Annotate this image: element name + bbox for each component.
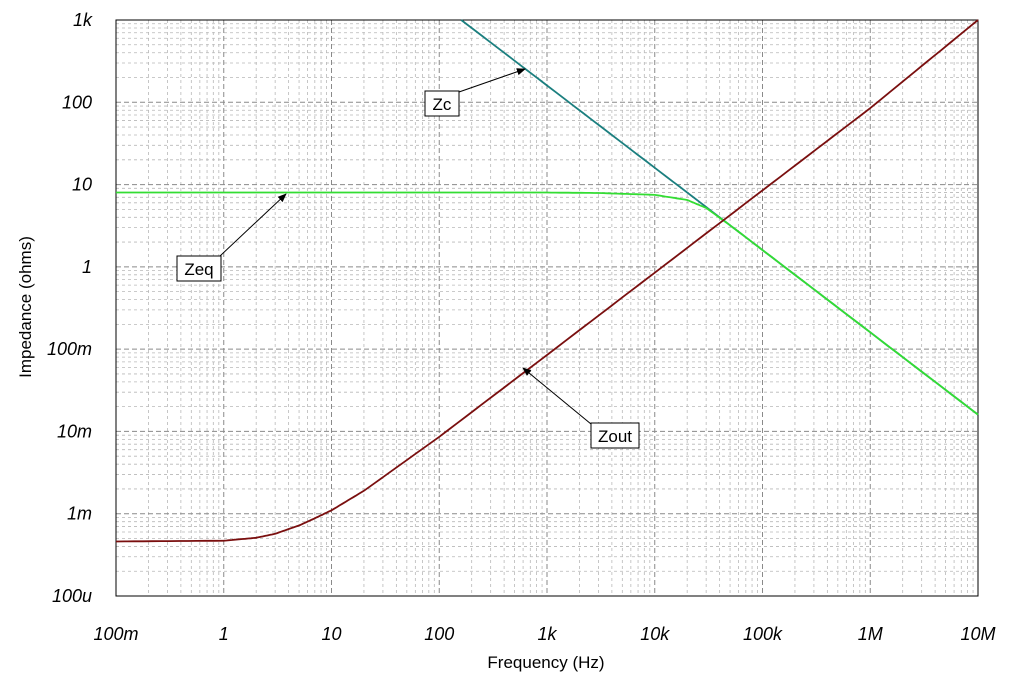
callout-zeq-arrow bbox=[219, 193, 287, 257]
x-tick-label: 10M bbox=[960, 624, 995, 644]
callout-zeq-label: Zeq bbox=[184, 260, 213, 279]
callout-zc-arrow bbox=[458, 68, 526, 93]
y-tick-label: 1k bbox=[73, 10, 93, 30]
callout-zout: Zout bbox=[522, 367, 640, 449]
x-tick-label: 100 bbox=[424, 624, 454, 644]
x-tick-label: 100k bbox=[743, 624, 783, 644]
callout-zeq-box bbox=[176, 255, 222, 282]
x-tick-label: 1M bbox=[858, 624, 883, 644]
callout-zc-box bbox=[424, 90, 460, 117]
x-tick-label: 10k bbox=[640, 624, 670, 644]
y-tick-label: 1 bbox=[82, 257, 92, 277]
y-tick-label: 10m bbox=[57, 421, 92, 441]
x-axis-title: Frequency (Hz) bbox=[487, 653, 604, 672]
x-tick-label: 100m bbox=[93, 624, 138, 644]
plot-frame bbox=[115, 19, 979, 597]
y-tick-label: 100u bbox=[52, 586, 92, 606]
callout-zout-arrow bbox=[522, 367, 592, 425]
y-tick-label: 10 bbox=[72, 175, 92, 195]
x-tick-label: 1k bbox=[537, 624, 557, 644]
minor-grid bbox=[116, 20, 978, 596]
callout-zout-label: Zout bbox=[598, 427, 632, 446]
series-line-zout bbox=[115, 19, 979, 543]
series-line-zeq bbox=[116, 191, 979, 416]
callout-zc-label: Zc bbox=[433, 95, 452, 114]
callout-zc: Zc bbox=[424, 68, 526, 117]
y-tick-label: 1m bbox=[67, 504, 92, 524]
y-tick-label: 100 bbox=[62, 92, 92, 112]
series-layer bbox=[115, 19, 979, 543]
x-tick-labels: 100m 1 10 100 1k 10k 100k 1M 10M bbox=[93, 624, 995, 644]
x-tick-label: 10 bbox=[321, 624, 341, 644]
x-tick-label: 1 bbox=[219, 624, 229, 644]
callout-zeq: Zeq bbox=[176, 193, 287, 282]
callout-zout-box bbox=[590, 422, 640, 449]
y-tick-labels: 100u 1m 10m 100m 1 10 100 1k bbox=[47, 10, 93, 606]
y-tick-label: 100m bbox=[47, 339, 92, 359]
y-axis-title: Impedance (ohms) bbox=[16, 236, 35, 378]
